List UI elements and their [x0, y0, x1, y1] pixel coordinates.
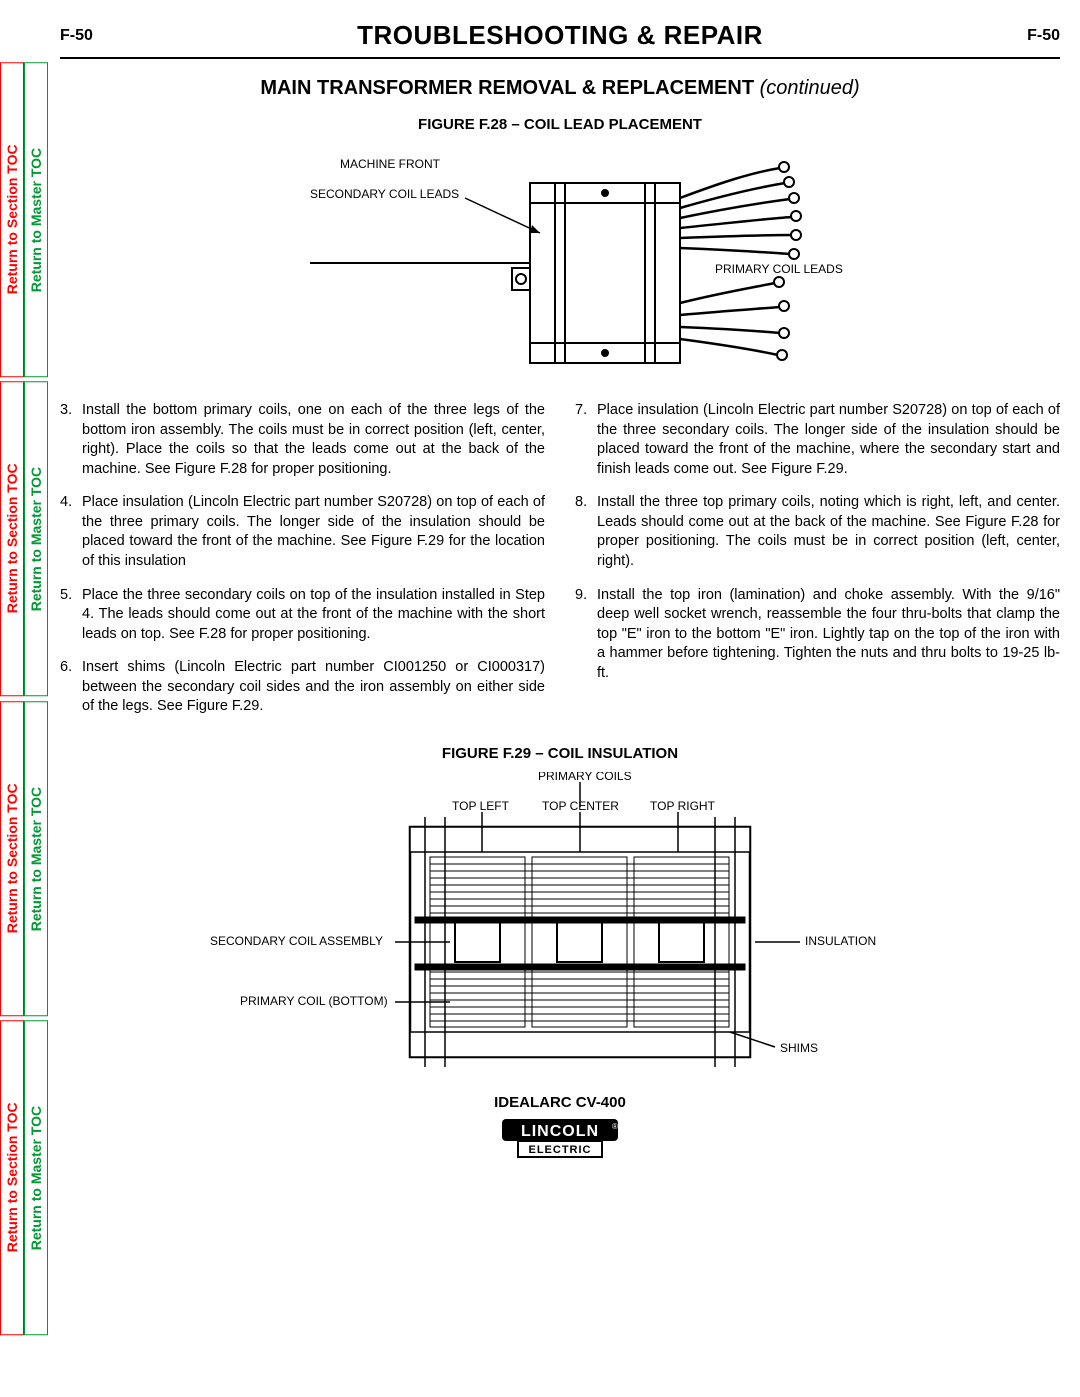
- fig29-label-primary-coils: PRIMARY COILS: [538, 772, 632, 783]
- page-header: F-50 TROUBLESHOOTING & REPAIR F-50: [60, 20, 1060, 51]
- section-toc-link-2[interactable]: Return to Section TOC: [0, 381, 24, 696]
- page-content: F-50 TROUBLESHOOTING & REPAIR F-50 MAIN …: [60, 20, 1060, 1377]
- section-toc-link-1[interactable]: Return to Section TOC: [0, 62, 24, 377]
- section-toc-column: Return to Section TOC Return to Section …: [0, 0, 24, 1397]
- figure-29-caption: FIGURE F.29 – COIL INSULATION: [60, 745, 1060, 762]
- step-4: 4.Place insulation (Lincoln Electric par…: [60, 493, 545, 571]
- page-number-left: F-50: [60, 27, 93, 45]
- subtitle-main: MAIN TRANSFORMER REMOVAL & REPLACEMENT: [260, 77, 754, 99]
- fig29-label-insulation: INSULATION: [805, 934, 876, 948]
- step-3: 3.Install the bottom primary coils, one …: [60, 401, 545, 479]
- footer-model: IDEALARC CV-400: [60, 1094, 1060, 1111]
- step-9: 9.Install the top iron (lamination) and …: [575, 586, 1060, 684]
- step-6: 6.Insert shims (Lincoln Electric part nu…: [60, 658, 545, 717]
- fig29-label-secondary: SECONDARY COIL ASSEMBLY: [210, 934, 383, 948]
- svg-text:®: ®: [612, 1122, 618, 1131]
- section-toc-link-4[interactable]: Return to Section TOC: [0, 1020, 24, 1335]
- figure-28-diagram: MACHINE FRONT SECONDARY COIL LEADS PRIMA…: [250, 143, 870, 383]
- figure-28-caption: FIGURE F.28 – COIL LEAD PLACEMENT: [60, 116, 1060, 133]
- master-toc-link-3[interactable]: Return to Master TOC: [24, 701, 48, 1016]
- figure-29-diagram: PRIMARY COILS TOP LEFT TOP CENTER TOP RI…: [200, 772, 920, 1082]
- step-7: 7.Place insulation (Lincoln Electric par…: [575, 401, 1060, 479]
- section-toc-link-3[interactable]: Return to Section TOC: [0, 701, 24, 1016]
- step-5: 5.Place the three secondary coils on top…: [60, 586, 545, 645]
- page-number-right: F-50: [1027, 27, 1060, 45]
- subtitle-continued: (continued): [760, 77, 860, 99]
- master-toc-link-1[interactable]: Return to Master TOC: [24, 62, 48, 377]
- fig29-label-top-center: TOP CENTER: [542, 799, 619, 813]
- fig29-label-primary-bottom: PRIMARY COIL (BOTTOM): [240, 994, 388, 1008]
- master-toc-link-2[interactable]: Return to Master TOC: [24, 381, 48, 696]
- fig28-label-primary: PRIMARY COIL LEADS: [715, 262, 843, 276]
- left-column: 3.Install the bottom primary coils, one …: [60, 401, 545, 731]
- right-column: 7.Place insulation (Lincoln Electric par…: [575, 401, 1060, 731]
- master-toc-column: Return to Master TOC Return to Master TO…: [24, 0, 48, 1397]
- instruction-columns: 3.Install the bottom primary coils, one …: [60, 401, 1060, 731]
- svg-text:LINCOLN: LINCOLN: [521, 1123, 599, 1140]
- fig29-label-top-right: TOP RIGHT: [650, 799, 716, 813]
- step-8: 8.Install the three top primary coils, n…: [575, 493, 1060, 571]
- fig28-label-front: MACHINE FRONT: [340, 157, 441, 171]
- page-subtitle: MAIN TRANSFORMER REMOVAL & REPLACEMENT (…: [60, 77, 1060, 100]
- fig29-label-shims: SHIMS: [780, 1041, 818, 1055]
- section-title: TROUBLESHOOTING & REPAIR: [93, 20, 1027, 51]
- svg-text:ELECTRIC: ELECTRIC: [529, 1144, 592, 1156]
- fig29-label-top-left: TOP LEFT: [452, 799, 510, 813]
- fig28-label-secondary: SECONDARY COIL LEADS: [310, 187, 459, 201]
- master-toc-link-4[interactable]: Return to Master TOC: [24, 1020, 48, 1335]
- lincoln-electric-logo: LINCOLN ® ELECTRIC: [500, 1117, 620, 1159]
- horizontal-rule: [60, 57, 1060, 59]
- side-navigation: Return to Section TOC Return to Section …: [0, 0, 48, 1397]
